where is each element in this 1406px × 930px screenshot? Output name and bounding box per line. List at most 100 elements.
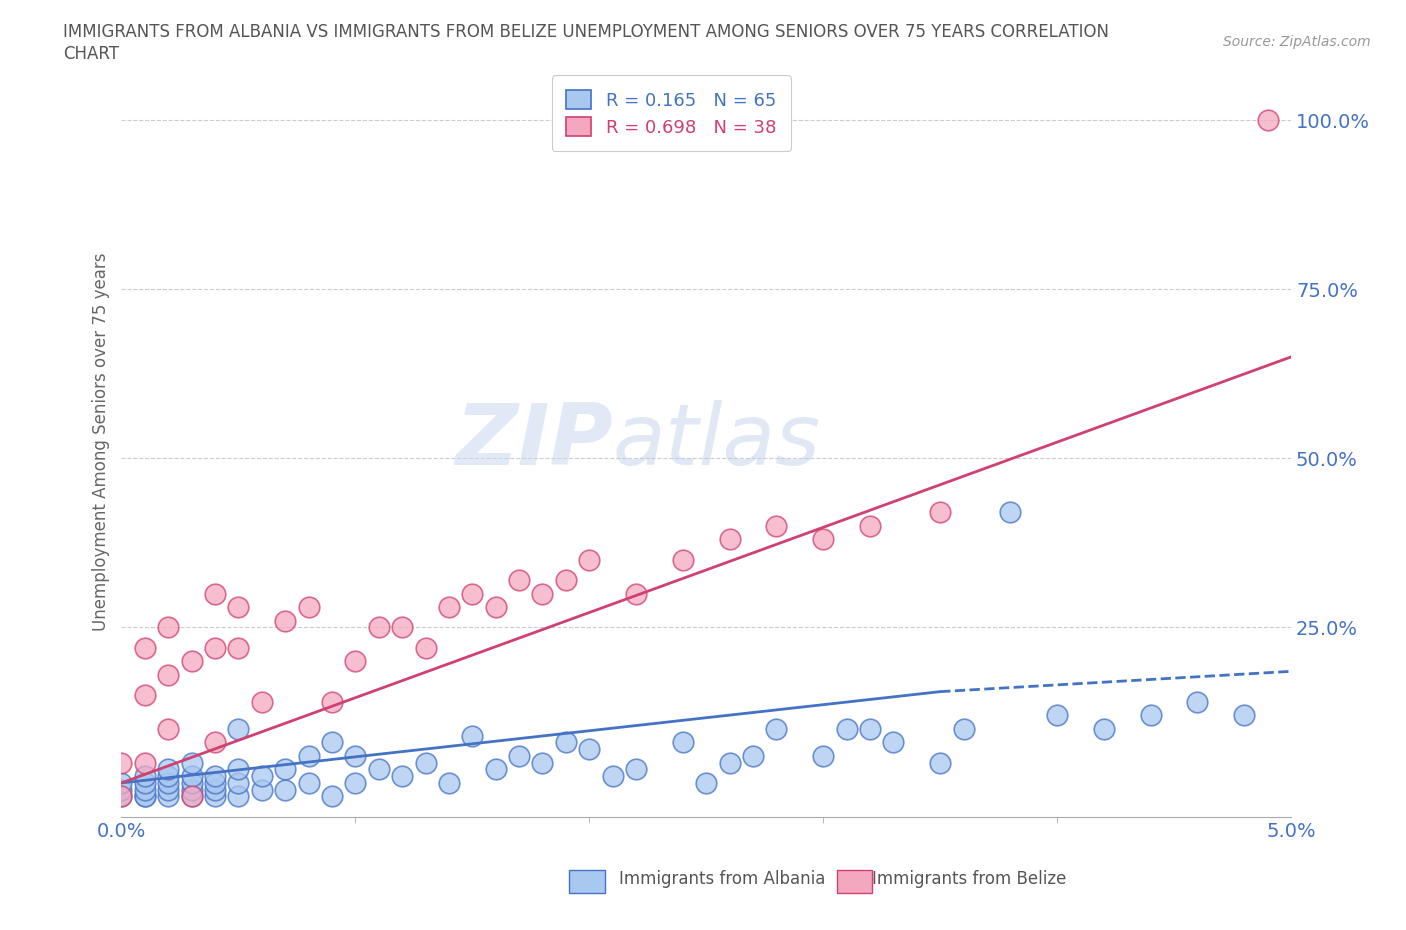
Point <box>228 762 250 777</box>
Point <box>461 728 484 743</box>
Point <box>554 735 576 750</box>
Point <box>250 695 273 710</box>
Text: atlas: atlas <box>613 400 821 483</box>
Point <box>672 552 695 567</box>
Point <box>110 782 132 797</box>
Point <box>297 776 319 790</box>
Point <box>391 769 413 784</box>
Point <box>157 722 180 737</box>
Point <box>344 654 367 669</box>
Point <box>321 735 343 750</box>
Point <box>157 789 180 804</box>
Point <box>228 789 250 804</box>
Point <box>835 722 858 737</box>
Point <box>134 755 156 770</box>
Y-axis label: Unemployment Among Seniors over 75 years: Unemployment Among Seniors over 75 years <box>93 252 110 631</box>
Point <box>1187 695 1209 710</box>
Point <box>718 755 741 770</box>
Point <box>157 769 180 784</box>
Point <box>228 776 250 790</box>
Point <box>485 600 508 615</box>
Point <box>1233 708 1256 723</box>
Point <box>134 687 156 702</box>
Point <box>274 782 297 797</box>
Text: IMMIGRANTS FROM ALBANIA VS IMMIGRANTS FROM BELIZE UNEMPLOYMENT AMONG SENIORS OVE: IMMIGRANTS FROM ALBANIA VS IMMIGRANTS FR… <box>63 23 1109 41</box>
Point <box>297 600 319 615</box>
Point <box>228 640 250 655</box>
Text: Immigrants from Belize: Immigrants from Belize <box>872 870 1066 888</box>
Point <box>344 776 367 790</box>
Point <box>180 755 202 770</box>
Point <box>765 519 787 534</box>
Point <box>1257 113 1279 127</box>
Point <box>508 573 530 588</box>
Point <box>1000 505 1022 520</box>
Text: Immigrants from Albania: Immigrants from Albania <box>619 870 825 888</box>
Point <box>134 769 156 784</box>
Point <box>274 762 297 777</box>
Point <box>415 755 437 770</box>
Point <box>157 762 180 777</box>
Point <box>134 789 156 804</box>
Point <box>602 769 624 784</box>
Point <box>204 776 226 790</box>
Point <box>672 735 695 750</box>
Point <box>578 742 600 757</box>
Text: ZIP: ZIP <box>456 400 613 483</box>
Text: CHART: CHART <box>63 45 120 62</box>
Point <box>157 668 180 683</box>
Point <box>134 789 156 804</box>
Point <box>180 769 202 784</box>
Point <box>157 776 180 790</box>
Point <box>228 722 250 737</box>
Point <box>437 600 460 615</box>
Point <box>180 776 202 790</box>
Point <box>250 769 273 784</box>
Point <box>274 613 297 628</box>
Point <box>157 620 180 635</box>
Point <box>742 749 765 764</box>
Point <box>157 782 180 797</box>
Point <box>578 552 600 567</box>
Point <box>437 776 460 790</box>
Point <box>204 640 226 655</box>
Point <box>811 532 834 547</box>
Point <box>367 762 389 777</box>
Point <box>344 749 367 764</box>
Point <box>508 749 530 764</box>
Point <box>204 586 226 601</box>
Point <box>624 586 647 601</box>
Point <box>415 640 437 655</box>
Point <box>250 782 273 797</box>
Point <box>204 782 226 797</box>
Point <box>929 505 952 520</box>
Point <box>1139 708 1161 723</box>
Point <box>929 755 952 770</box>
Point <box>180 782 202 797</box>
Point <box>110 789 132 804</box>
Point <box>134 776 156 790</box>
Point <box>180 789 202 804</box>
Point <box>367 620 389 635</box>
Point <box>110 789 132 804</box>
Point <box>180 654 202 669</box>
Point <box>485 762 508 777</box>
Point <box>765 722 787 737</box>
Point <box>624 762 647 777</box>
Point <box>531 586 554 601</box>
Point <box>554 573 576 588</box>
Point <box>695 776 717 790</box>
Point <box>134 782 156 797</box>
Point <box>859 519 882 534</box>
Point <box>110 776 132 790</box>
Text: Source: ZipAtlas.com: Source: ZipAtlas.com <box>1223 35 1371 49</box>
Point <box>1046 708 1069 723</box>
Point <box>204 769 226 784</box>
Point <box>461 586 484 601</box>
Point <box>859 722 882 737</box>
Point <box>531 755 554 770</box>
Point <box>228 600 250 615</box>
Point <box>180 789 202 804</box>
Legend: R = 0.165   N = 65, R = 0.698   N = 38: R = 0.165 N = 65, R = 0.698 N = 38 <box>551 75 790 151</box>
Point <box>204 789 226 804</box>
